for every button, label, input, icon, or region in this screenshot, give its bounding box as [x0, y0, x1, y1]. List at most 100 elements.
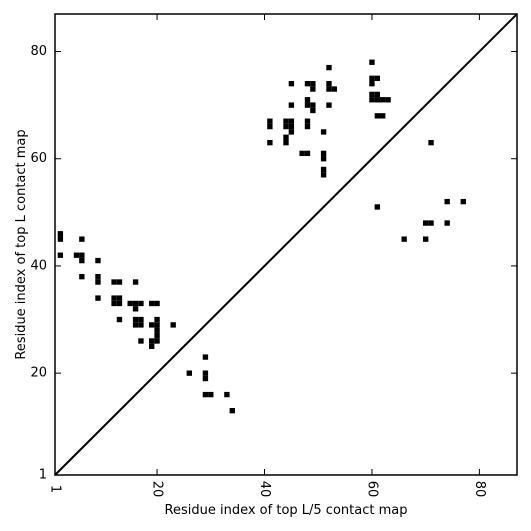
contact-point-top-l [320, 150, 327, 157]
contact-point-top-l5 [57, 231, 64, 237]
contact-point-top-l5 [116, 279, 123, 285]
contact-point-top-l5 [154, 322, 160, 328]
contact-point-top-l5 [202, 354, 209, 360]
contact-point-top-l [288, 102, 295, 108]
contact-point-top-l5 [79, 252, 85, 258]
contact-point-top-l [369, 81, 375, 87]
contact-point-top-l [326, 102, 332, 108]
diagonal-line [54, 13, 518, 476]
contact-point-top-l [304, 102, 311, 108]
contact-point-top-l5 [79, 273, 85, 280]
x-axis-label: Residue index of top L/5 contact map [165, 503, 408, 518]
contact-point-top-l5 [138, 300, 144, 307]
contact-point-top-l [374, 97, 381, 103]
contact-point-top-l [304, 123, 311, 130]
contact-point-top-l [320, 129, 327, 135]
x-tick-label: 40 [257, 481, 272, 498]
contact-point-top-l5 [202, 391, 209, 398]
contact-point-top-l5 [79, 236, 85, 242]
contact-point-top-l5 [154, 327, 160, 333]
contact-point-top-l [310, 102, 316, 108]
contact-point-top-l5 [224, 391, 230, 398]
contact-point-top-l5 [73, 252, 80, 258]
contact-point-top-l5 [374, 204, 381, 210]
contact-point-top-l5 [154, 316, 160, 323]
y-tick-label: 60 [30, 151, 47, 166]
contact-point-top-l5 [422, 220, 429, 226]
contact-point-top-l [304, 150, 311, 157]
contact-point-top-l5 [79, 257, 85, 264]
contact-point-top-l5 [127, 300, 133, 307]
contact-point-top-l5 [138, 338, 144, 344]
contact-point-top-l [310, 107, 316, 114]
contact-point-top-l [304, 118, 311, 124]
contact-point-top-l5 [422, 236, 429, 242]
y-tick-label: 80 [30, 44, 47, 59]
contact-point-top-l5 [154, 300, 160, 307]
contact-point-top-l [267, 139, 273, 146]
contact-point-top-l [374, 113, 381, 119]
contact-point-top-l [288, 123, 295, 130]
contact-point-top-l [326, 81, 332, 87]
contact-point-top-l5 [95, 295, 101, 301]
contact-point-top-l [369, 75, 375, 82]
contact-point-top-l [385, 97, 391, 103]
contact-point-top-l [380, 97, 386, 103]
contact-point-top-l5 [132, 316, 139, 323]
contact-point-top-l5 [138, 322, 144, 328]
y-tick-label: 40 [30, 258, 47, 273]
contact-point-top-l [369, 59, 375, 65]
contact-point-top-l5 [170, 322, 176, 328]
contact-point-top-l5 [111, 279, 117, 285]
contact-point-top-l5 [149, 343, 155, 350]
contact-point-top-l5 [111, 300, 117, 307]
contact-point-top-l5 [202, 370, 209, 376]
contact-point-top-l5 [57, 252, 64, 258]
contact-point-top-l5 [154, 338, 160, 344]
contact-point-top-l5 [154, 332, 160, 339]
contact-point-top-l5 [428, 220, 434, 226]
contact-point-top-l [267, 118, 273, 124]
contact-point-top-l5 [208, 391, 214, 398]
contact-point-top-l [326, 64, 332, 71]
contact-point-top-l5 [202, 375, 209, 382]
contact-point-top-l [288, 81, 295, 87]
contact-point-top-l [331, 86, 338, 92]
contact-point-top-l5 [132, 322, 139, 328]
contact-point-top-l [326, 86, 332, 92]
contact-point-top-l [374, 75, 381, 82]
contact-point-top-l5 [186, 370, 192, 376]
contact-point-top-l [320, 156, 327, 162]
contact-point-top-l [310, 86, 316, 92]
contact-point-top-l [304, 81, 311, 87]
contact-point-top-l [283, 118, 289, 124]
contact-point-top-l5 [132, 306, 139, 312]
contact-point-top-l5 [401, 236, 407, 242]
plot-frame [54, 13, 518, 476]
contact-point-top-l5 [95, 279, 101, 285]
contact-point-top-l [283, 139, 289, 146]
contact-point-top-l5 [116, 316, 123, 323]
contact-point-top-l5 [132, 279, 139, 285]
contact-point-top-l [369, 97, 375, 103]
x-tick-label: 60 [364, 481, 379, 498]
y-tick-label: 1 [39, 468, 47, 483]
contact-point-top-l5 [229, 407, 235, 414]
contact-point-top-l5 [95, 257, 101, 264]
contact-point-top-l5 [116, 300, 123, 307]
contact-point-top-l [320, 172, 327, 178]
contact-point-top-l [374, 91, 381, 98]
x-tick-label: 20 [150, 481, 165, 498]
contact-point-top-l [428, 139, 434, 146]
contact-point-top-l5 [57, 236, 64, 242]
contact-point-top-l [283, 123, 289, 130]
contact-point-top-l5 [149, 322, 155, 328]
contact-point-top-l [369, 91, 375, 98]
contact-point-top-l5 [444, 220, 450, 226]
contact-point-top-l [283, 134, 289, 140]
y-tick-label: 20 [30, 366, 47, 381]
x-tick-label: 80 [472, 481, 487, 498]
contact-point-top-l [288, 129, 295, 135]
contact-point-top-l [380, 113, 386, 119]
